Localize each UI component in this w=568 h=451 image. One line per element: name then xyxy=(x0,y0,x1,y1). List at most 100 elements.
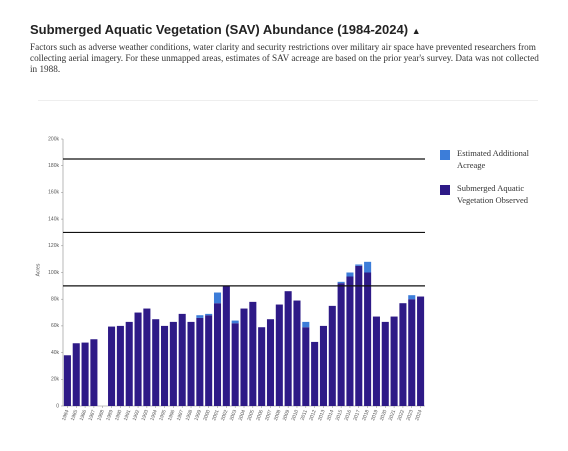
bar-segment xyxy=(81,342,89,406)
collapse-icon[interactable]: ▲ xyxy=(411,26,421,36)
bar-segment xyxy=(328,305,336,406)
x-tick-label: 2012 xyxy=(308,409,318,422)
y-tick-label: 100k xyxy=(48,270,59,276)
bar-segment xyxy=(275,304,283,406)
y-tick-label: 160k xyxy=(48,190,59,196)
bar-segment xyxy=(408,299,416,406)
y-tick-label: 60k xyxy=(51,323,60,329)
separator xyxy=(38,100,538,101)
bar-segment xyxy=(266,319,275,406)
bar-segment xyxy=(222,285,230,406)
bar-segment xyxy=(390,316,398,406)
description: Factors such as adverse weather conditio… xyxy=(30,42,539,74)
bar-segment xyxy=(337,281,345,284)
x-tick-label: 1992 xyxy=(132,409,142,422)
bar-segment xyxy=(311,341,319,406)
x-tick-label: 2021 xyxy=(388,409,398,422)
bar-segment xyxy=(417,296,425,406)
x-tick-label: 2009 xyxy=(282,409,292,422)
bar-segment xyxy=(161,325,169,406)
legend-swatch xyxy=(440,185,450,195)
bar-segment xyxy=(302,321,310,328)
bar-segment xyxy=(125,321,133,406)
bar-segment xyxy=(196,315,204,318)
bar-segment xyxy=(90,339,98,406)
x-tick-label: 2022 xyxy=(397,409,407,422)
x-tick-label: 2017 xyxy=(352,409,362,422)
y-tick-label: 40k xyxy=(51,350,60,356)
bar-segment xyxy=(143,308,151,406)
bar-segment xyxy=(302,327,310,406)
x-tick-label: 1998 xyxy=(185,409,195,422)
x-tick-label: 2023 xyxy=(405,409,415,422)
bar-segment xyxy=(205,313,213,316)
legend-item[interactable]: Estimated Additional Acreage xyxy=(440,148,550,171)
x-tick-label: 1990 xyxy=(114,409,124,422)
x-tick-label: 2019 xyxy=(370,409,380,422)
x-tick-label: 2015 xyxy=(335,409,345,422)
x-tick-label: 2013 xyxy=(317,409,327,422)
bar-segment xyxy=(355,264,363,266)
x-tick-label: 2014 xyxy=(326,409,336,422)
bar-segment xyxy=(196,317,204,406)
x-tick-label: 1986 xyxy=(79,409,89,422)
bar-segment xyxy=(205,315,213,406)
bar-segment xyxy=(346,272,354,277)
bar-segment xyxy=(293,300,301,406)
x-tick-label: 2016 xyxy=(344,409,354,422)
bar-segment xyxy=(152,319,160,406)
legend-label: Estimated Additional Acreage xyxy=(457,148,530,170)
y-tick-label: 80k xyxy=(51,297,60,303)
y-tick-label: 120k xyxy=(48,243,59,249)
x-tick-label: 1988 xyxy=(96,409,106,422)
bar-segment xyxy=(346,276,354,406)
bar-segment xyxy=(169,321,177,406)
y-axis-label: Acres xyxy=(35,263,41,276)
x-tick-label: 2000 xyxy=(202,409,212,422)
x-tick-label: 1995 xyxy=(158,409,168,422)
page-title: Submerged Aquatic Vegetation (SAV) Abund… xyxy=(30,22,421,37)
x-tick-label: 2018 xyxy=(361,409,371,422)
bar-segment xyxy=(231,320,239,324)
bar-segment xyxy=(399,303,407,406)
bar-segment xyxy=(249,301,257,406)
bar-segment xyxy=(355,265,363,406)
bar-segment xyxy=(108,326,116,406)
bar-segment xyxy=(187,321,195,406)
bar-segment xyxy=(116,325,124,406)
y-tick-label: 140k xyxy=(48,216,59,222)
y-tick-label: 20k xyxy=(51,377,60,383)
bar-segment xyxy=(240,308,248,406)
x-tick-label: 1996 xyxy=(167,409,177,422)
bar-segment xyxy=(213,292,222,304)
x-tick-label: 2024 xyxy=(414,409,424,422)
x-tick-label: 1993 xyxy=(141,409,151,422)
x-tick-label: 1989 xyxy=(105,409,115,422)
bar-segment xyxy=(63,355,71,406)
bar-segment xyxy=(284,291,292,406)
x-tick-label: 2011 xyxy=(300,409,309,421)
legend-label: Submerged Aquatic Vegetation Observed xyxy=(457,183,529,205)
x-tick-label: 1994 xyxy=(149,409,159,422)
x-tick-label: 2008 xyxy=(273,409,283,422)
bar-segment xyxy=(364,272,372,406)
x-tick-label: 1999 xyxy=(194,409,204,422)
bar-segment xyxy=(72,343,80,406)
bar-segment xyxy=(337,283,345,406)
x-tick-label: 1987 xyxy=(88,409,98,422)
x-tick-label: 2002 xyxy=(220,409,230,422)
x-tick-label: 2005 xyxy=(247,409,257,422)
x-tick-label: 2020 xyxy=(379,409,389,422)
x-tick-label: 2010 xyxy=(291,409,301,422)
legend-swatch xyxy=(440,150,450,160)
legend: Estimated Additional Acreage Submerged Aq… xyxy=(440,148,550,218)
x-tick-label: 2004 xyxy=(238,409,248,422)
y-tick-label: 200k xyxy=(48,136,59,142)
bar-segment xyxy=(231,323,239,406)
bar-segment xyxy=(381,321,389,406)
bar-segment xyxy=(134,312,142,406)
legend-item[interactable]: Submerged Aquatic Vegetation Observed xyxy=(440,183,550,206)
y-tick-label: 180k xyxy=(48,163,59,169)
